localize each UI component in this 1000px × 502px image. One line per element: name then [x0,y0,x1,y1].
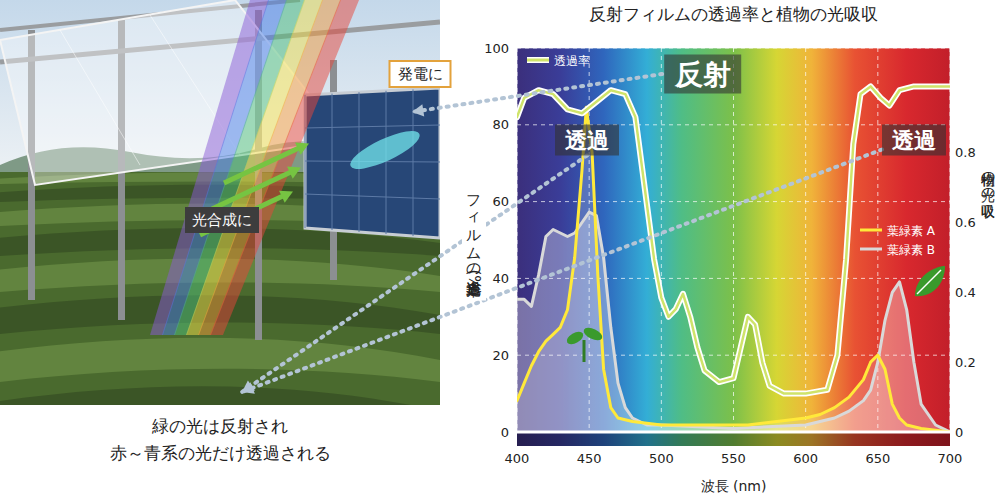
legend-swatch [527,59,549,62]
film-fold [60,30,140,165]
annotation: 透過 [565,128,609,153]
axis-band [517,432,950,446]
figure: 反射透過 透過 発電に光合成に緑の光は反射され赤～青系の光だけ透過される 反射フィルム… [0,0,1000,502]
leaf [915,266,945,296]
x-tick-label: 600 [793,451,818,466]
plot-frame [517,48,950,432]
legend-swatch [860,229,882,232]
y2-tick-label: 0 [955,425,963,440]
connectors [242,74,882,394]
legend-label: 葉緑素 B [887,243,935,257]
axis-texts: 反射フィルムの透過率と植物の光吸収40045050055060065070002… [462,4,996,494]
annotation-box [555,125,619,156]
series-line [517,86,950,393]
annotation: 透過 [892,128,936,153]
annotation: 反射 [674,58,731,91]
y2-tick-label: 0.4 [955,285,976,300]
seedling-stem [583,340,586,362]
green-reflection-head [295,143,309,155]
y-tick-label: 40 [492,271,509,286]
y2-axis-title: 植物の光の吸収 [980,162,996,219]
y-tick-label: 20 [492,348,509,363]
x-tick-label: 550 [721,451,746,466]
caption: 赤～青系の光だけ透過される [110,443,331,463]
y-tick-label: 60 [492,194,509,209]
green-reflection [212,171,293,209]
spectrum-background [517,48,950,446]
panel-cell-line [305,125,440,128]
x-axis-title: 波長 (nm) [701,478,767,494]
connector-head [242,382,255,394]
legend-swatch [860,248,882,251]
label-box [185,207,259,233]
y-tick-label: 80 [492,117,509,132]
photo-label: 光合成に [192,211,252,229]
tea-row [0,386,440,405]
panel-glare [346,124,424,176]
seedling-leaf [582,325,604,343]
light-beam [198,0,341,335]
marks [517,86,950,432]
y-tick-label: 0 [501,425,509,440]
caption: 緑の光は反射され [151,416,288,436]
label-box [390,61,451,87]
legend-label: 葉緑素 A [887,224,936,238]
green-reflection [224,147,301,183]
grid-line [805,48,806,432]
line-halo [517,86,950,393]
green-reflection-head [279,191,293,203]
label-patch [462,182,486,301]
y-axis-title: フィルムの光透過率(%) [465,185,483,298]
light-beam [186,0,323,335]
x-tick-label: 450 [577,451,602,466]
green-reflection-head [287,167,301,179]
x-tick-label: 700 [938,451,963,466]
leaf-vein [917,270,941,294]
y-tick-label: 100 [484,41,509,56]
annotations: 反射透過 透過 [555,55,946,156]
series-line [517,107,950,432]
x-tick-label: 650 [865,451,890,466]
annotation-box [664,55,741,94]
grid-line [661,48,662,432]
x-tick-label: 400 [505,451,530,466]
panel-cell-line [332,94,333,230]
y2-tick-label: 0.8 [955,145,976,160]
annotation-box [882,125,946,156]
seedling-leaf [565,329,586,347]
y2-tick-label: 0.6 [955,215,976,230]
absorption-area [517,212,950,432]
y2-tick-label: 0.2 [955,355,976,370]
connector-head [412,104,424,116]
photo-labels: 発電に光合成に [185,61,451,233]
x-tick-label: 500 [649,451,674,466]
chart [517,48,950,446]
photo-label: 発電に [398,65,443,83]
connector [242,156,587,393]
solar-panel [305,88,440,238]
chart-title: 反射フィルムの透過率と植物の光吸収 [589,4,878,24]
legend-label: 透過率 [554,54,590,68]
icons [565,266,945,362]
panel-cell-line [386,91,387,234]
photo [0,0,440,405]
legend: 透過率葉緑素 A 葉緑素 B [527,54,936,257]
tea-row [0,338,440,382]
series-line [517,212,950,432]
grid-line [517,432,950,433]
x-axis-line [517,431,950,434]
light-beam [210,0,359,335]
absorption-area [517,107,950,432]
panel-cell-line [305,194,440,199]
connector [242,150,882,393]
legend-swatch [527,57,549,63]
